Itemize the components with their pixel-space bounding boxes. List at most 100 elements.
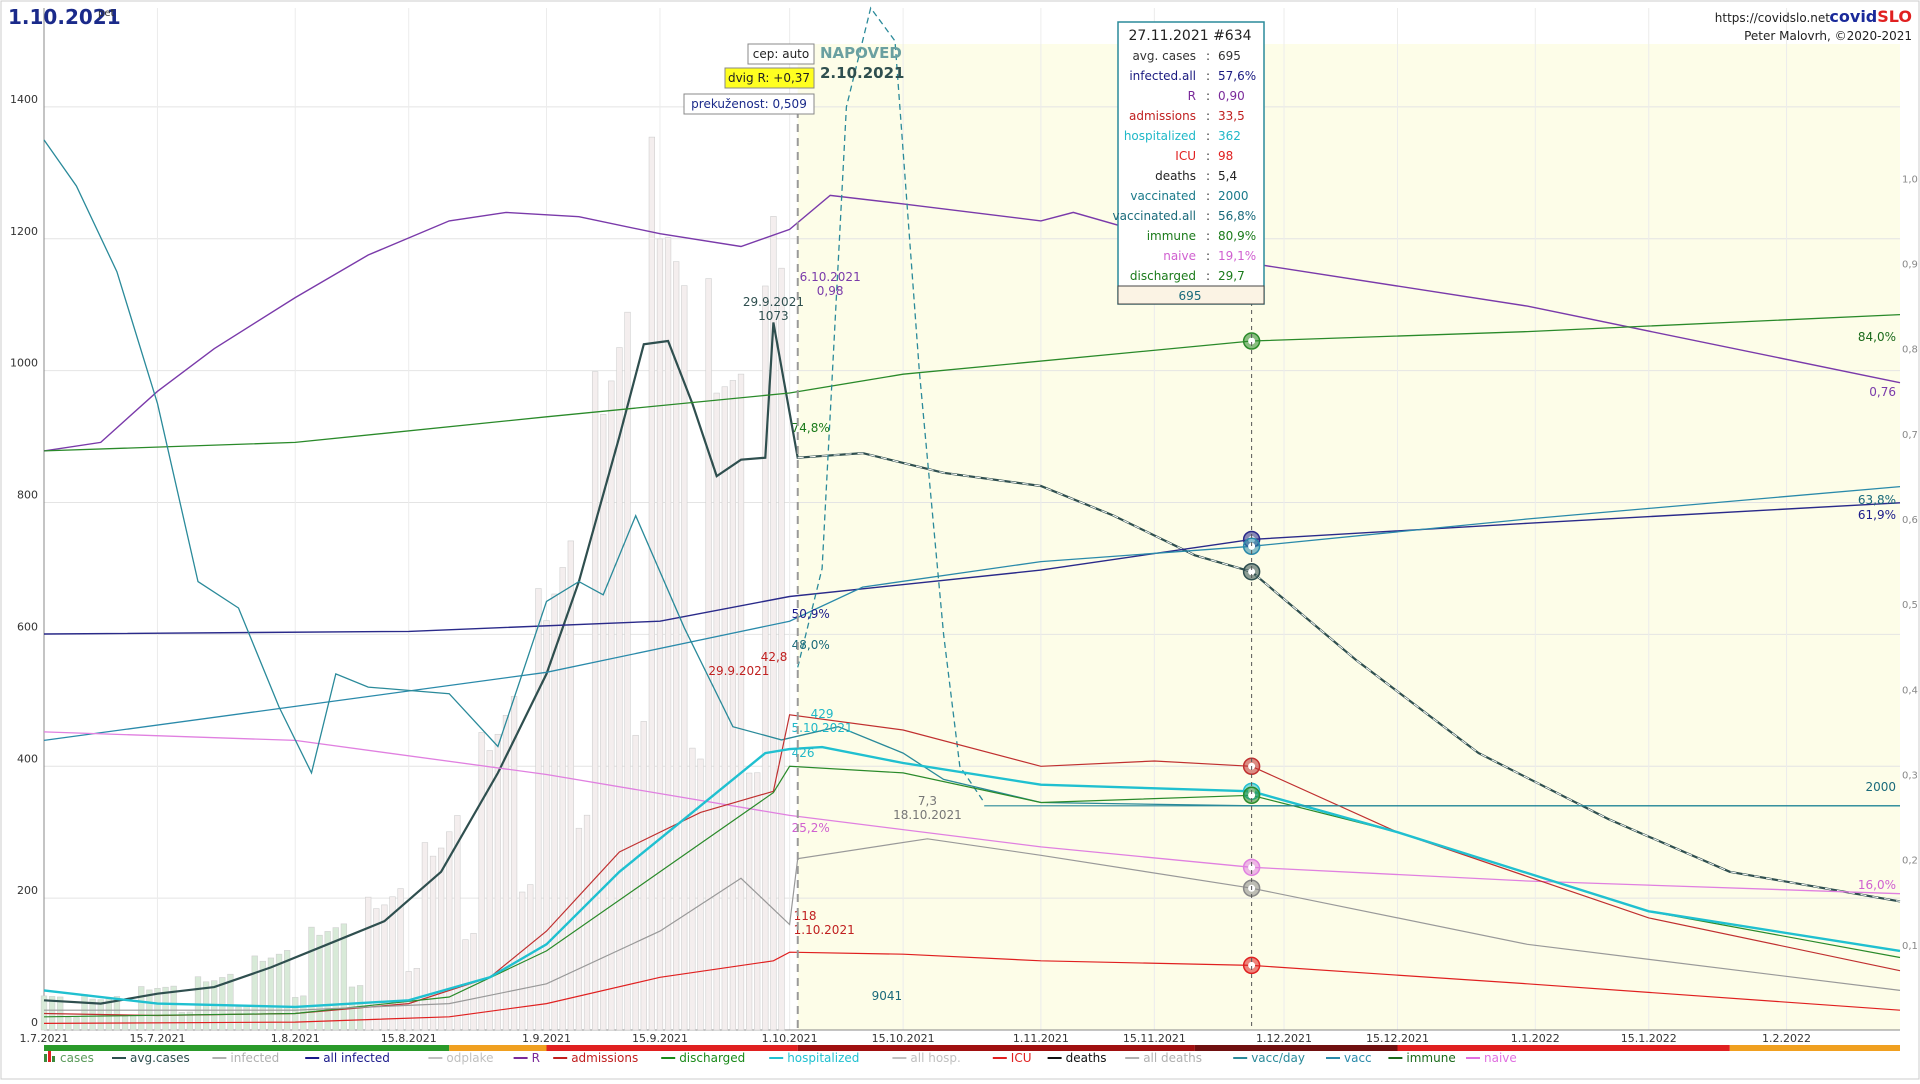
legend-item-naive[interactable]: naive <box>1466 1051 1517 1065</box>
header-date: 1.10.2021 <box>8 5 121 29</box>
legend-label: all infected <box>323 1051 390 1065</box>
x-tick-label: 15.10.2021 <box>872 1032 935 1045</box>
x-tick-label: 1.7.2021 <box>20 1032 69 1045</box>
tooltip-row-value: 33,5 <box>1218 109 1245 123</box>
legend-item-vacc[interactable]: vacc <box>1326 1051 1372 1065</box>
tooltip-row-colon: : <box>1206 249 1210 263</box>
legend-bars-icon <box>48 1051 51 1062</box>
tooltip-row-colon: : <box>1206 129 1210 143</box>
annotation-label: 9041 <box>872 989 903 1003</box>
legend-item-admissions[interactable]: admissions <box>553 1051 638 1065</box>
case-bar <box>316 934 323 1031</box>
case-bar <box>754 772 761 1031</box>
case-bar <box>113 996 121 1031</box>
legend: cases avg.cases infected all infected odplak… <box>44 1051 1517 1065</box>
case-bar <box>640 721 647 1031</box>
tooltip-rows: avg. cases:695infected.all:57,6%R:0,90ad… <box>1113 49 1257 283</box>
case-bar <box>40 995 48 1031</box>
legend-label: naive <box>1484 1051 1517 1065</box>
case-bar <box>154 987 161 1031</box>
forecast-date: 2.10.2021 <box>820 64 904 82</box>
annotations: 9041107329.9.20210,986.10.202174,8%50,9%… <box>708 270 1896 1003</box>
y-tick-label: 200 <box>17 884 38 897</box>
tooltip-footer-box <box>1117 285 1265 305</box>
tooltip-row-colon: : <box>1206 89 1210 103</box>
legend-item-odplake[interactable]: odplake <box>428 1051 494 1065</box>
series-vacc <box>43 485 1901 742</box>
x-tick-label: 1.1.2022 <box>1511 1032 1560 1045</box>
tooltip-panel: 27.11.2021 #634 avg. cases:695infected.a… <box>1113 21 1265 305</box>
dvig-box[interactable] <box>724 67 815 89</box>
tooltip-row-colon: : <box>1206 49 1210 63</box>
case-bar <box>762 285 769 1031</box>
legend-label: discharged <box>679 1051 745 1065</box>
x-tick-label: 1.11.2021 <box>1013 1032 1069 1045</box>
case-bar <box>308 926 315 1031</box>
cursor-marker-dot <box>1248 568 1256 576</box>
y2-tick-label: 0,7 <box>1902 430 1918 441</box>
prekuzenost-box[interactable] <box>683 93 815 115</box>
case-bar <box>737 373 745 1031</box>
x-tick-label: 1.8.2021 <box>271 1032 320 1045</box>
annotation-label: 29.9.2021 <box>708 664 769 678</box>
case-bar <box>275 953 283 1031</box>
tooltip-row-colon: : <box>1206 109 1210 123</box>
tooltip-title: 27.11.2021 #634 <box>1128 28 1251 44</box>
y-tick-label: 1000 <box>10 357 38 370</box>
legend-label: all deaths <box>1143 1051 1202 1065</box>
legend-item-all-hosp[interactable]: all hosp. <box>892 1051 961 1065</box>
case-bar <box>543 620 550 1031</box>
header-url[interactable]: https://covidslo.net <box>1715 11 1831 25</box>
series-hospitalized <box>43 745 1901 1009</box>
annotation-label: 0,76 <box>1869 385 1896 399</box>
tooltip-row-colon: : <box>1206 189 1210 203</box>
legend-item-vacc-day[interactable]: vacc/day <box>1233 1051 1305 1065</box>
tooltip-row-value: 98 <box>1218 149 1233 163</box>
legend-item-discharged[interactable]: discharged <box>661 1051 745 1065</box>
header-weekday: pet <box>98 8 115 19</box>
case-bar <box>138 986 145 1031</box>
tooltip-row-value: 2000 <box>1218 189 1249 203</box>
case-bars <box>40 136 785 1031</box>
legend-item-r[interactable]: R <box>513 1051 540 1065</box>
annotation-label: 0,98 <box>817 284 844 298</box>
timeline-band <box>1729 1045 1900 1051</box>
legend-item-icu[interactable]: ICU <box>992 1051 1032 1065</box>
case-bar <box>478 732 485 1031</box>
series-r <box>43 194 1901 452</box>
case-bar <box>770 216 777 1031</box>
case-bar <box>721 386 728 1031</box>
y-tick-label: 1200 <box>10 225 38 238</box>
tooltip-row-colon: : <box>1206 229 1210 243</box>
tooltip-row-label: R <box>1188 89 1196 103</box>
legend-item-hospitalized[interactable]: hospitalized <box>769 1051 859 1065</box>
series-naive <box>43 731 1901 895</box>
forecast-title: NAPOVED <box>820 44 902 62</box>
legend-item-immune[interactable]: immune <box>1388 1051 1456 1065</box>
annotation-label: 429 <box>811 707 834 721</box>
legend-item-avg-cases[interactable]: avg.cases <box>112 1051 190 1065</box>
timeline-band <box>449 1045 547 1051</box>
series-immune <box>43 313 1901 452</box>
case-bar <box>705 278 712 1031</box>
legend-item-deaths[interactable]: deaths <box>1047 1051 1107 1065</box>
tooltip-row-value: 56,8% <box>1218 209 1256 223</box>
legend-label: infected <box>230 1051 279 1065</box>
legend-item-all-infected[interactable]: all infected <box>305 1051 390 1065</box>
tooltip-row-colon: : <box>1206 169 1210 183</box>
case-bar <box>446 831 453 1031</box>
case-bar <box>421 842 429 1031</box>
tooltip-row-label: vaccinated <box>1130 189 1196 203</box>
case-bar <box>559 567 566 1031</box>
series-vacc-day <box>43 139 1900 807</box>
y-tick-label: 0 <box>31 1016 38 1029</box>
case-bar <box>235 1006 242 1031</box>
case-bar <box>373 908 380 1031</box>
case-bar <box>551 593 558 1031</box>
legend-item-infected[interactable]: infected <box>212 1051 279 1065</box>
case-bar <box>332 927 339 1031</box>
x-tick-label: 1.12.2021 <box>1256 1032 1312 1045</box>
legend-item-cases[interactable]: cases <box>44 1051 94 1065</box>
legend-item-all-deaths[interactable]: all deaths <box>1125 1051 1202 1065</box>
cep-box[interactable] <box>747 43 815 65</box>
